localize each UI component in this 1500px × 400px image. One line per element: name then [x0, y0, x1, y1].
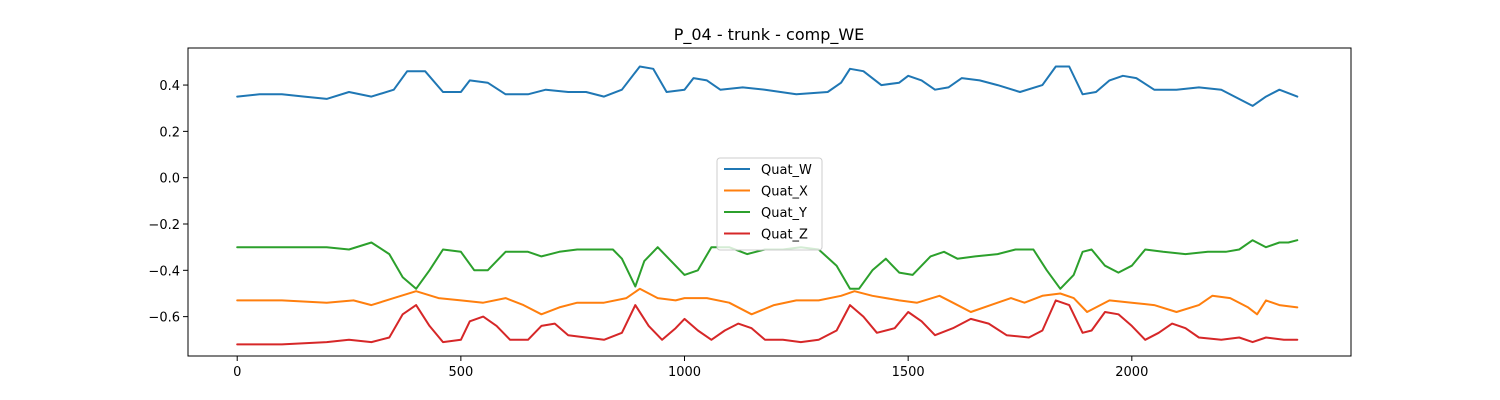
series-line-quat-x	[236, 287, 1299, 316]
series-line-quat-w	[236, 65, 1299, 107]
y-tick-label: −0.6	[148, 311, 180, 326]
legend-label: Quat_X	[761, 185, 808, 200]
series-line-quat-z	[236, 299, 1299, 346]
x-tick-label: 500	[448, 365, 473, 380]
x-tick-label: 1000	[668, 365, 701, 380]
legend-label: Quat_Z	[761, 228, 808, 243]
x-tick-label: 0	[233, 365, 241, 380]
chart-title: P_04 - trunk - comp_WE	[674, 25, 865, 45]
x-tick-label: 1500	[892, 365, 925, 380]
legend: Quat_W Quat_X Quat_Y Quat_Z	[716, 157, 823, 251]
legend-box	[716, 157, 823, 251]
y-tick-label: 0.2	[159, 125, 180, 140]
x-tick-label: 2000	[1115, 365, 1148, 380]
legend-label: Quat_Y	[761, 206, 807, 221]
y-tick-label: −0.2	[148, 218, 180, 233]
y-tick-label: 0.0	[159, 172, 180, 187]
x-axis-ticks: 0 500 1000 1500 2000	[233, 356, 1148, 380]
y-tick-label: 0.4	[159, 79, 180, 94]
plot-area-frame	[187, 47, 1352, 357]
y-tick-label: −0.4	[148, 264, 180, 279]
y-axis-ticks: 0.4 0.2 0.0 −0.2 −0.4 −0.6	[148, 79, 188, 326]
legend-label: Quat_W	[761, 163, 812, 178]
